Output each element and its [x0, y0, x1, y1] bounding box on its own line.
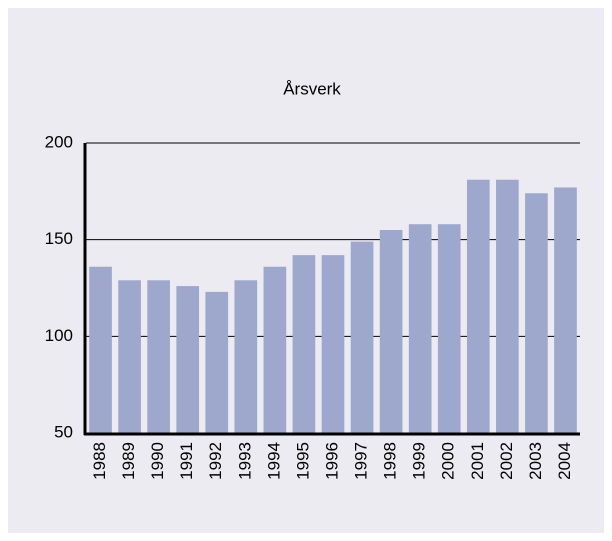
bar — [118, 280, 141, 433]
x-tick-label: 1991 — [177, 442, 196, 480]
x-tick-label: 1989 — [119, 442, 138, 480]
bar — [437, 224, 461, 433]
chart-title: Årsverk — [283, 79, 341, 98]
x-tick-label: 1994 — [264, 442, 283, 480]
bar — [234, 280, 258, 433]
y-tick-label: 50 — [54, 422, 73, 441]
bar — [379, 230, 403, 433]
x-tick-label: 1998 — [381, 442, 400, 480]
bar — [89, 266, 112, 433]
x-tick-label: 2001 — [468, 442, 487, 480]
x-tick-label: 2004 — [555, 442, 574, 480]
x-tick-label: 2003 — [526, 442, 545, 480]
x-tick-label: 1997 — [352, 442, 371, 480]
bar — [321, 255, 345, 433]
bar — [496, 179, 519, 433]
x-tick-label: 1996 — [322, 442, 341, 480]
x-tick-label: 1990 — [148, 442, 167, 480]
bar — [408, 224, 432, 433]
bar — [350, 241, 374, 433]
bar — [554, 187, 577, 433]
x-tick-label: 1993 — [235, 442, 254, 480]
bar — [466, 179, 490, 433]
bar — [525, 193, 548, 433]
y-tick-label: 100 — [45, 326, 73, 345]
bar — [263, 266, 287, 433]
bar — [292, 255, 316, 433]
bar — [205, 291, 229, 433]
bar — [147, 280, 170, 433]
y-tick-label: 200 — [45, 132, 73, 151]
x-tick-label: 2000 — [439, 442, 458, 480]
x-tick-label: 1988 — [90, 442, 109, 480]
x-tick-label: 2002 — [497, 442, 516, 480]
x-tick-label: 1995 — [293, 442, 312, 480]
x-tick-label: 1992 — [206, 442, 225, 480]
x-tick-label: 1999 — [410, 442, 429, 480]
bar — [176, 286, 200, 433]
y-tick-label: 150 — [45, 229, 73, 248]
